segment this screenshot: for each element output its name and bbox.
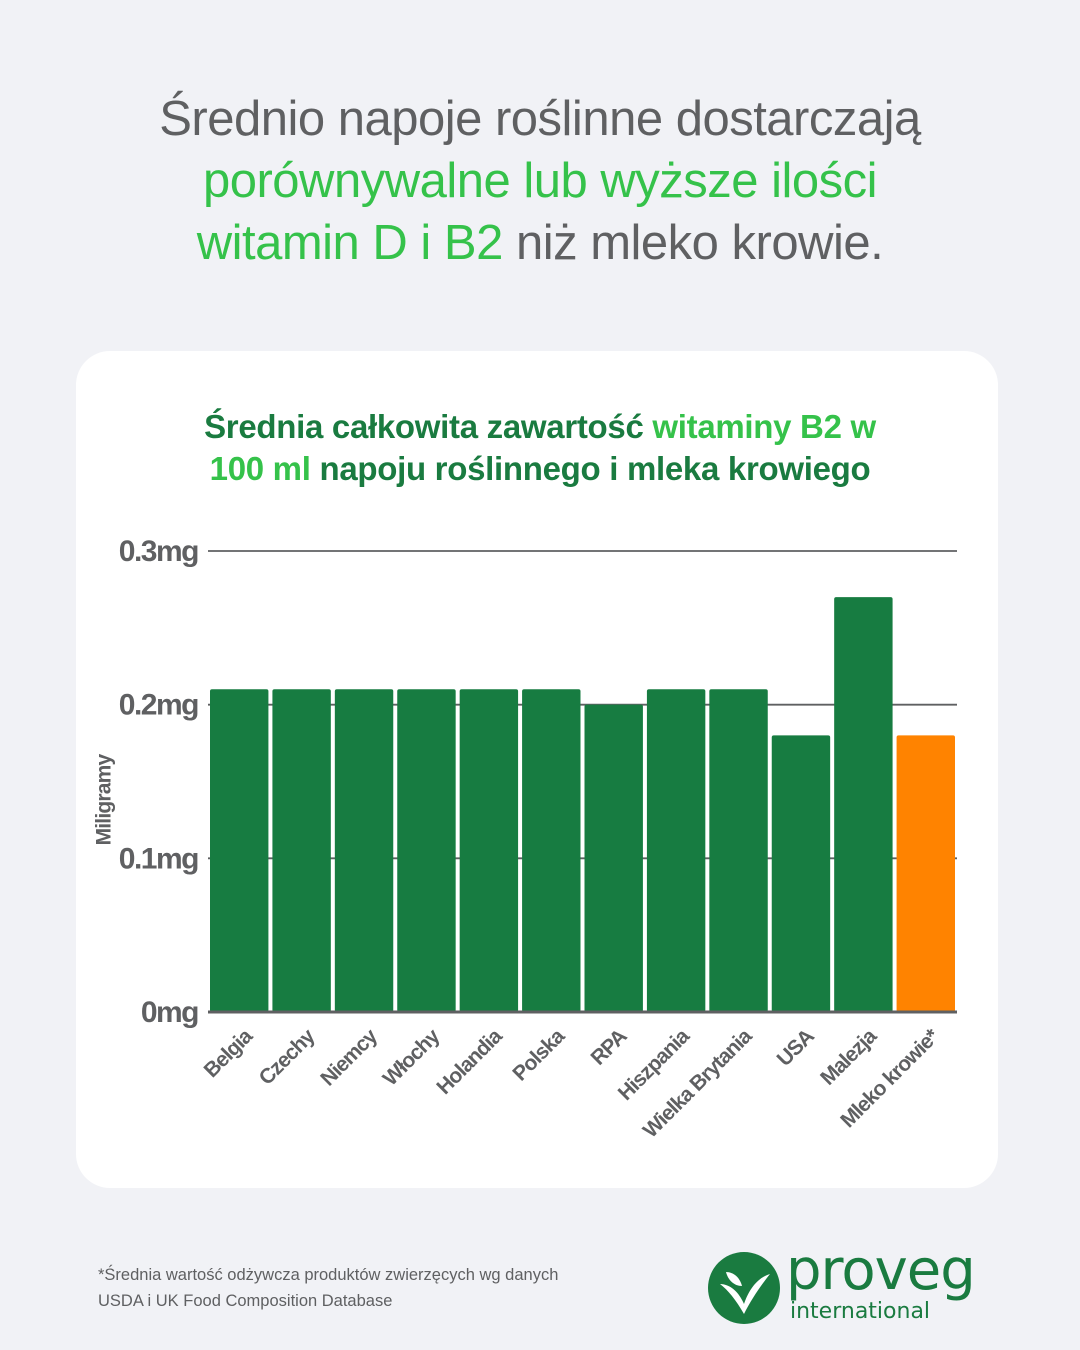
chart-title: Średnia całkowita zawartość witaminy B2 … [96,406,984,490]
bar [709,689,768,1012]
chart-title-part-1: Średnia całkowita zawartość [204,408,653,445]
headline-line-1: Średnio napoje roślinne dostarczają [159,92,921,146]
bar [834,597,893,1012]
proveg-logo: proveg international [706,1238,996,1328]
y-tick-label: 0.1mg [119,842,198,875]
x-tick-label: Belgia [200,1024,258,1082]
x-tick-label: Czechy [255,1024,320,1089]
x-tick-label: Niemcy [316,1024,382,1090]
x-tick-label: Polska [508,1024,569,1085]
footnote-line-1: *Średnia wartość odżywcza produktów zwie… [98,1266,559,1284]
chart-title-highlight-2: 100 ml [209,450,311,487]
y-tick-label: 0mg [141,996,198,1029]
bar [397,689,456,1012]
headline-highlight: witamin D i B2 [196,216,504,270]
headline-tail: niż mleko krowie. [502,216,884,270]
bar [584,704,643,1012]
bar [272,689,331,1012]
headline-line-3: witamin D i B2 niż mleko krowie. [60,212,1020,274]
logo-wordmark: proveg [786,1238,976,1303]
x-tick-label: Holandia [432,1024,507,1099]
bar [896,735,955,1012]
bar [459,689,519,1012]
logo-subtitle: international [790,1299,931,1324]
x-tick-label: Wielka Brytania [639,1024,757,1142]
chart-title-line-1: Średnia całkowita zawartość witaminy B2 … [96,406,984,448]
chart-title-line-2: 100 ml napoju roślinnego i mleka krowieg… [96,448,984,490]
chart-title-highlight-1: witaminy B2 w [652,408,876,445]
bar [646,689,706,1012]
headline: Średnio napoje roślinne dostarczają poró… [60,88,1020,274]
y-tick-label: 0.3mg [119,535,198,568]
bar [522,689,581,1012]
x-tick-label: RPA [587,1025,632,1070]
leaf-icon [708,1252,780,1324]
bar [210,689,269,1012]
headline-line-2: porównywalne lub wyższe ilości [202,154,878,208]
y-axis-label: Miligramy [93,753,116,845]
x-tick-label: USA [773,1025,819,1071]
footnote-line-2: USDA i UK Food Composition Database [98,1292,393,1310]
bar [771,735,831,1012]
chart-title-part-2: napoju roślinnego i mleka krowiego [310,450,871,487]
bar [334,689,394,1012]
y-tick-label: 0.2mg [119,689,198,722]
footnote: *Średnia wartość odżywcza produktów zwie… [98,1262,698,1314]
